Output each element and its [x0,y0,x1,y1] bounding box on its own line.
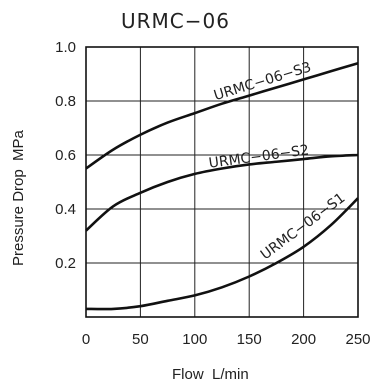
x-axis-label: Flow L/min [172,366,249,383]
x-tick-label: 200 [291,331,316,348]
series-label: URMC−06−S1 [258,190,348,263]
x-tick-label: 0 [82,331,90,348]
x-axis-ticks: 0 50 100 150 200 250 [82,331,371,348]
y-tick-label: 0.6 [55,147,76,164]
y-tick-label: 0.4 [55,201,76,218]
series-line [85,153,359,232]
plot-frame [85,46,359,318]
x-tick-label: 100 [182,331,207,348]
y-tick-label: 1.0 [55,39,76,56]
x-tick-label: 150 [237,331,262,348]
series-label: URMC−06−S2 [208,142,310,171]
x-tick-label: 250 [345,331,370,348]
series-group [85,61,359,311]
series-line [85,197,359,311]
y-tick-label: 0.8 [55,93,76,110]
y-axis-label: Pressure Drop MPa [10,129,27,266]
chart-title: URMC−06 [121,9,230,33]
y-axis-ticks: 0.2 0.4 0.6 0.8 1.0 [55,39,76,272]
y-tick-label: 0.2 [55,255,76,272]
series-line [85,61,359,170]
x-tick-label: 50 [132,331,149,348]
